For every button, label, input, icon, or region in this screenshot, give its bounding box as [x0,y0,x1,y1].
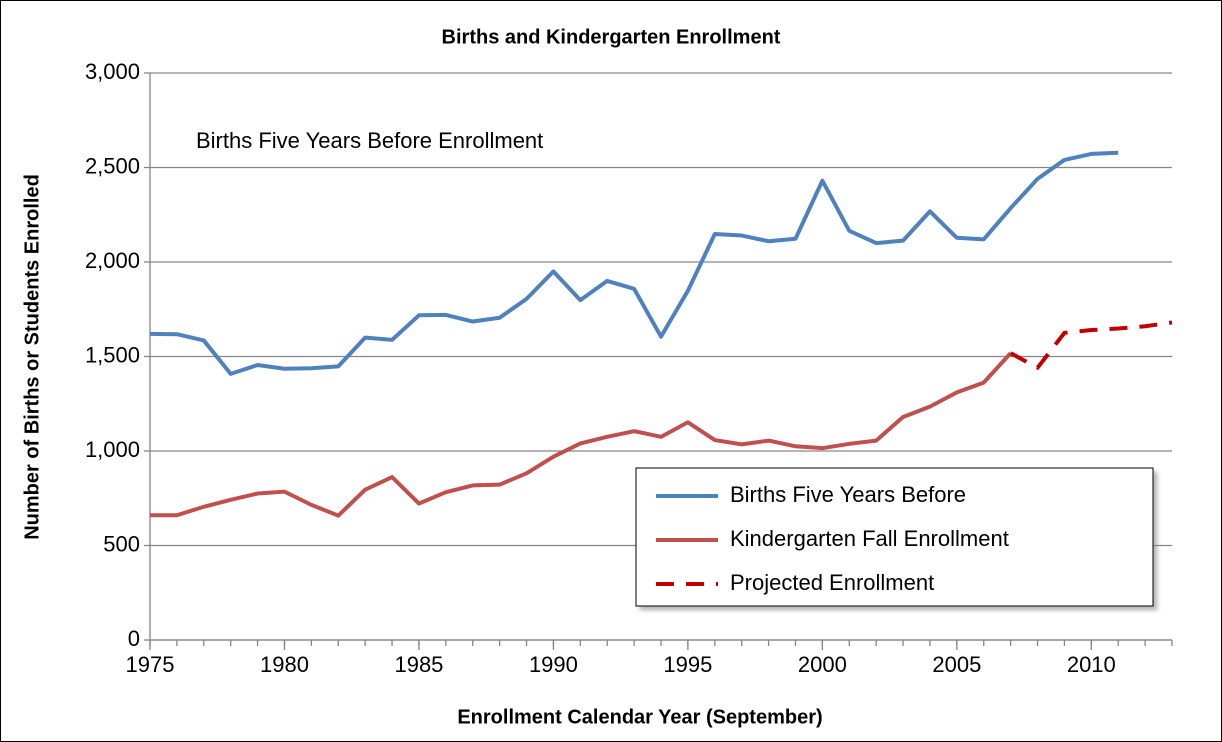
x-tick-label: 2000 [798,652,847,677]
y-tick-label: 500 [103,531,140,556]
series-line [150,351,1013,518]
y-axis-label: Number of Births or Students Enrolled [21,174,43,540]
series-line [1009,320,1173,370]
x-axis-label: Enrollment Calendar Year (September) [457,706,822,728]
x-tick-label: 1975 [126,652,175,677]
x-tick-label: 2005 [932,652,981,677]
y-tick-label: 2,500 [85,153,140,178]
legend-label: Births Five Years Before [730,482,966,507]
x-tick-label: 1985 [394,652,443,677]
y-tick-label: 1,000 [85,437,140,462]
y-tick-label: 3,000 [85,59,140,84]
legend-label: Projected Enrollment [730,570,934,595]
x-tick-label: 1990 [529,652,578,677]
x-tick-label: 1980 [260,652,309,677]
y-tick-label: 1,500 [85,342,140,367]
series-line [149,150,1119,376]
y-tick-label: 2,000 [85,248,140,273]
x-tick-label: 2010 [1067,652,1116,677]
chart-title: Births and Kindergarten Enrollment [442,26,781,48]
annotation: Births Five Years Before Enrollment [196,128,543,153]
legend-label: Kindergarten Fall Enrollment [730,526,1009,551]
legend-box [635,467,1154,607]
x-tick-label: 1995 [663,652,712,677]
y-tick-label: 0 [128,626,140,651]
legend: Births Five Years Before Kindergarten Fal… [635,467,1154,607]
